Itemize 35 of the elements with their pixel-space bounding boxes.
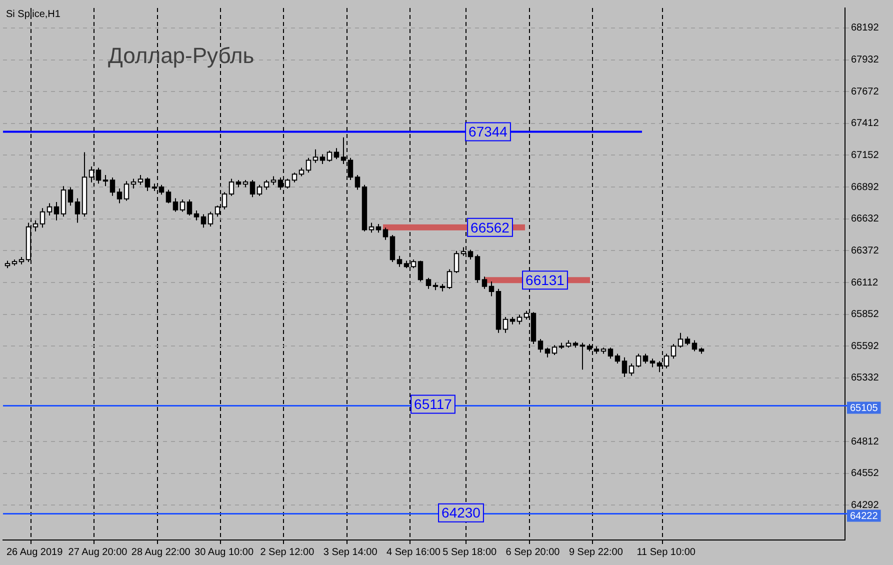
y-tick-label: 64552 [851, 468, 880, 480]
annotation: 64230 [442, 504, 481, 521]
ref-line-label: 66131 [526, 272, 565, 288]
y-tick-label: 64292 [851, 500, 880, 511]
ref-line-label: 64222 [850, 511, 878, 522]
y-tick-label: 66112 [851, 277, 879, 288]
x-tick-label: 3 Sep 14:00 [323, 546, 378, 558]
y-tick-label: 67672 [851, 86, 880, 98]
y-tick-label: 66632 [851, 214, 880, 225]
x-tick-label: 2 Sep 12:00 [260, 546, 315, 558]
y-tick-label: 65592 [851, 340, 880, 352]
x-tick-label: 28 Aug 22:00 [131, 546, 191, 558]
x-tick-label: 5 Sep 18:00 [442, 546, 498, 558]
y-tick-label: 68192 [851, 22, 880, 34]
y-tick-label: 67932 [851, 54, 880, 66]
x-tick-label: 9 Sep 22:00 [568, 546, 624, 558]
x-tick-label: 11 Sep 10:00 [636, 546, 696, 558]
y-tick-label: 67152 [851, 150, 880, 161]
annotation: Доллар-Рубль [108, 43, 254, 68]
x-tick-label: 27 Aug 20:00 [68, 546, 128, 558]
ref-line-label: 67344 [468, 124, 508, 140]
y-tick-label: 64812 [851, 436, 880, 448]
annotation: 65117 [414, 396, 452, 412]
ref-line-label: 66562 [470, 219, 510, 236]
chart-title: Si Splice,H1 [6, 8, 61, 20]
y-tick-label: 67412 [851, 118, 880, 130]
x-tick-label: 4 Sep 16:00 [386, 546, 441, 558]
y-tick-label: 66892 [851, 182, 880, 193]
x-tick-label: 30 Aug 10:00 [194, 546, 254, 558]
y-tick-label: 65332 [851, 372, 880, 384]
x-tick-label: 6 Sep 20:00 [506, 546, 560, 558]
y-tick-label: 65852 [851, 309, 880, 320]
ref-line-label: 65105 [850, 402, 878, 414]
y-tick-label: 66372 [851, 245, 880, 256]
x-tick-label: 26 Aug 2019 [6, 546, 64, 558]
